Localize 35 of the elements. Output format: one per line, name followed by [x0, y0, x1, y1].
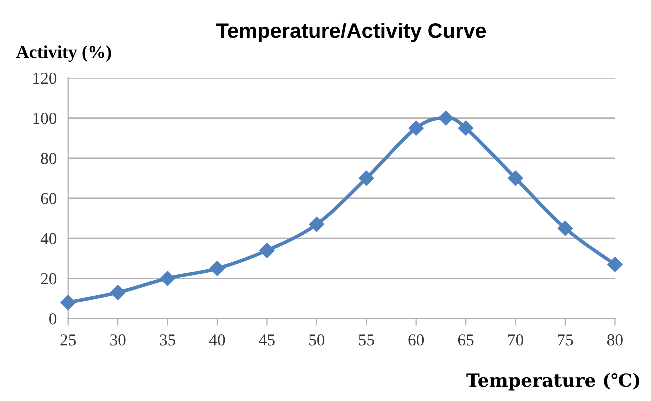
point [508, 170, 524, 186]
y-axis-title: Activity (%) [16, 46, 112, 62]
x-tick-label: 35 [160, 334, 176, 346]
point [408, 120, 424, 136]
x-tick-label: 55 [359, 334, 374, 346]
point [110, 285, 126, 300]
y-tick-label: 80 [41, 153, 57, 164]
y-tick-label: 120 [34, 72, 57, 84]
chart-title: Temperature/Activity Curve [216, 22, 486, 42]
point [309, 216, 324, 232]
x-tick-label: 45 [259, 334, 275, 346]
x-tick-label: 30 [110, 334, 126, 346]
y-tick-label: 100 [34, 112, 57, 124]
point [210, 261, 226, 276]
x-tick-label: 50 [310, 334, 325, 346]
point [438, 110, 454, 126]
x-tick-label: 40 [209, 334, 226, 346]
x-tick-label: 70 [508, 334, 524, 346]
y-tick-label: 40 [40, 233, 57, 245]
point [558, 221, 574, 236]
point [458, 120, 474, 136]
point [60, 295, 76, 310]
x-tick-label: 60 [408, 334, 424, 346]
point [359, 170, 374, 186]
point [260, 243, 275, 258]
y-tick-label: 0 [50, 313, 57, 325]
x-tick-label: 75 [558, 334, 574, 346]
point [608, 257, 623, 272]
x-axis-title: Temperature (℃) [466, 373, 640, 391]
point [160, 271, 176, 286]
x-tick-label: 80 [607, 334, 623, 346]
x-tick-label: 65 [458, 334, 474, 346]
y-tick-label: 60 [41, 193, 57, 204]
x-tick-label: 25 [60, 334, 76, 346]
y-tick-label: 20 [41, 273, 57, 285]
